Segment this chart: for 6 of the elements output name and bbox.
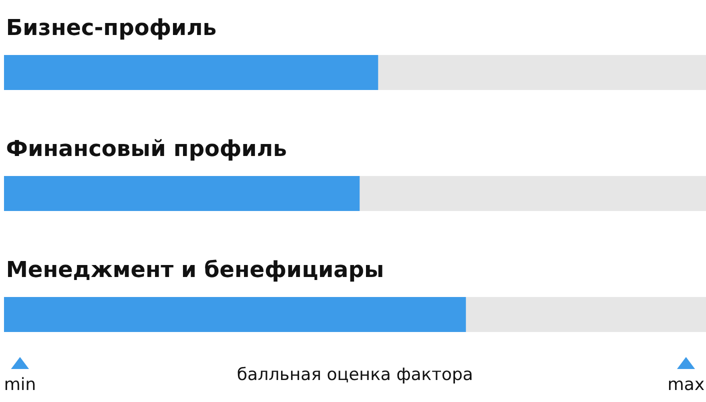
text: min — [4, 375, 36, 395]
y-tick-label: Менеджмент и бенефициары — [6, 258, 384, 283]
y-tick-label: Бизнес-профиль — [6, 16, 217, 41]
text: max — [667, 375, 705, 395]
y-tick-label: Финансовый профиль — [6, 137, 287, 162]
x-axis-title: балльная оценка фактора — [236, 365, 474, 385]
